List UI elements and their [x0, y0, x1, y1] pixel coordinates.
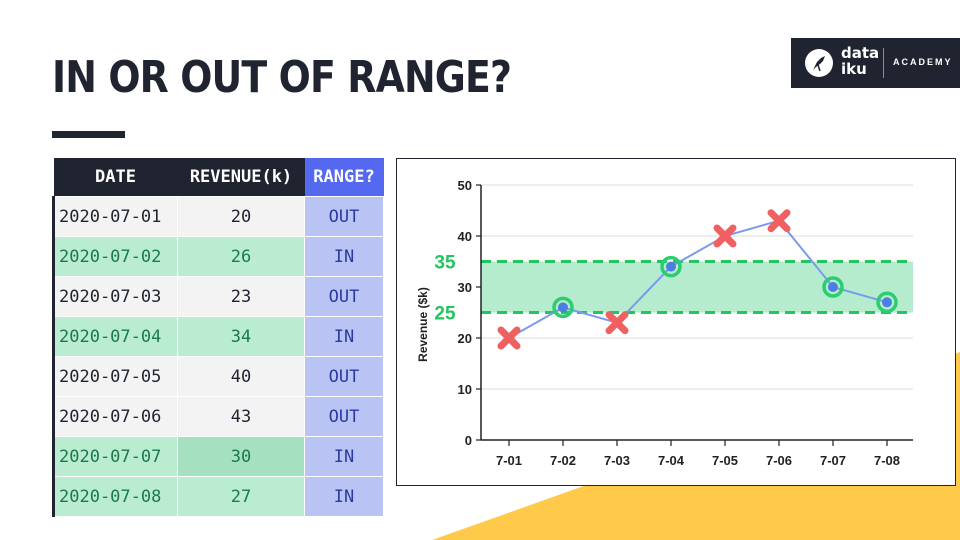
chart-svg: 0 10 20 30 40 50 35 25 Revenue ($k) 7-01 7-02 7-03 7…: [416, 178, 913, 468]
header-date: DATE: [53, 158, 178, 197]
cell-revenue: 34: [177, 316, 305, 357]
y-tick-label: 0: [465, 433, 472, 448]
cell-revenue: 20: [177, 196, 305, 237]
x-tick-label: 7-06: [766, 453, 792, 468]
out-of-range-cross-marker: [605, 311, 629, 335]
cell-date: 2020-07-05: [52, 356, 178, 397]
cell-revenue: 40: [177, 356, 305, 397]
y-tick-label: 50: [458, 178, 472, 193]
table-row: 2020-07-07 30 IN: [52, 436, 384, 477]
x-tick-label: 7-03: [604, 453, 630, 468]
data-point: [558, 302, 568, 313]
in-range-ring-marker: [822, 276, 844, 298]
table-row: 2020-07-06 43 OUT: [52, 396, 384, 437]
data-point: [828, 282, 838, 292]
cell-range: IN: [304, 436, 384, 477]
cell-date: 2020-07-04: [52, 316, 178, 357]
revenue-table: DATE REVENUE(k) RANGE? 2020-07-01 20 OUT…: [52, 158, 384, 517]
cell-range: OUT: [304, 356, 384, 397]
cell-revenue: 27: [177, 476, 305, 517]
cell-date: 2020-07-02: [52, 236, 178, 277]
cell-range: OUT: [304, 396, 384, 437]
title-underline: [52, 131, 125, 138]
data-point: [666, 261, 676, 272]
table-row: 2020-07-04 34 IN: [52, 316, 384, 357]
table-row: 2020-07-05 40 OUT: [52, 356, 384, 397]
in-range-ring-marker: [876, 291, 898, 314]
logo-tagline: ACADEMY: [893, 57, 953, 67]
logo-word-top: data: [841, 44, 880, 62]
table-header-row: DATE REVENUE(k) RANGE?: [53, 158, 384, 197]
table-row: 2020-07-08 27 IN: [52, 476, 384, 517]
cell-revenue: 23: [177, 276, 305, 317]
cell-revenue: 26: [177, 236, 305, 277]
x-tick-label: 7-02: [550, 453, 576, 468]
header-revenue: REVENUE(k): [177, 158, 305, 197]
logo-word-bottom: iku: [841, 60, 867, 78]
cell-range: OUT: [304, 196, 384, 237]
table-row: 2020-07-03 23 OUT: [52, 276, 384, 317]
y-tick-label: 20: [458, 331, 472, 346]
cell-range: IN: [304, 236, 384, 277]
out-of-range-cross-marker: [713, 224, 737, 248]
x-tick-label: 7-01: [496, 453, 522, 468]
x-tick-label: 7-07: [820, 453, 846, 468]
header-range: RANGE?: [304, 158, 384, 197]
y-axis-title: Revenue ($k): [416, 287, 430, 362]
y-tick-label: 10: [458, 382, 472, 397]
out-of-range-cross-marker: [767, 209, 791, 233]
bird-icon: [805, 49, 833, 77]
page-title: IN OR OUT OF RANGE?: [52, 52, 512, 103]
cell-range: IN: [304, 476, 384, 517]
cell-date: 2020-07-07: [52, 436, 178, 477]
x-tick-label: 7-04: [658, 453, 685, 468]
x-tick-label: 7-08: [874, 453, 900, 468]
x-tick-label: 7-05: [712, 453, 738, 468]
in-range-ring-marker: [552, 296, 574, 319]
table-row: 2020-07-01 20 OUT: [52, 196, 384, 237]
band-high-label: 35: [434, 253, 456, 274]
table-row: 2020-07-02 26 IN: [52, 236, 384, 277]
out-of-range-cross-marker: [497, 326, 521, 350]
dataiku-academy-logo: data iku ACADEMY: [791, 38, 960, 88]
cell-date: 2020-07-08: [52, 476, 178, 517]
y-tick-label: 40: [458, 229, 472, 244]
cell-range: IN: [304, 316, 384, 357]
logo-separator: [883, 48, 884, 78]
cell-range: OUT: [304, 276, 384, 317]
range-band: [481, 261, 913, 313]
cell-date: 2020-07-01: [52, 196, 178, 237]
cell-revenue: 30: [177, 436, 305, 477]
cell-date: 2020-07-06: [52, 396, 178, 437]
y-tick-label: 30: [458, 280, 472, 295]
cell-revenue: 43: [177, 396, 305, 437]
band-low-label: 25: [434, 304, 456, 325]
revenue-chart: 0 10 20 30 40 50 35 25 Revenue ($k) 7-01 7-02 7-03 7…: [396, 158, 956, 486]
cell-date: 2020-07-03: [52, 276, 178, 317]
in-range-ring-marker: [660, 255, 682, 278]
data-point: [882, 297, 892, 308]
